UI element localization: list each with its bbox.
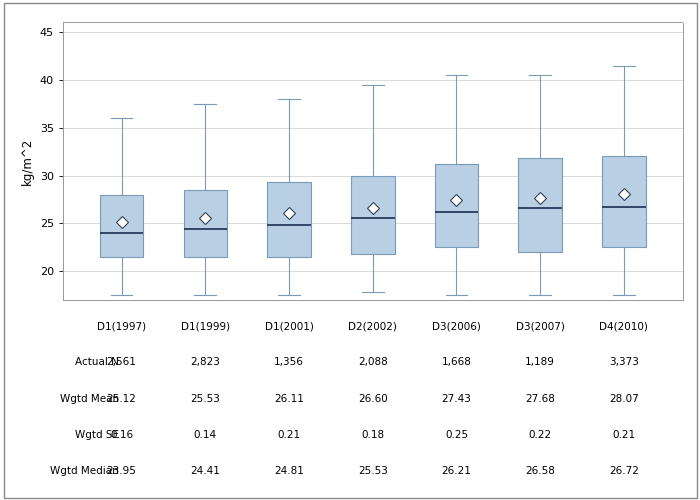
Text: 27.68: 27.68: [525, 394, 555, 404]
Text: 0.21: 0.21: [277, 430, 300, 440]
PathPatch shape: [602, 156, 645, 248]
Text: 27.43: 27.43: [442, 394, 471, 404]
Text: 26.11: 26.11: [274, 394, 304, 404]
PathPatch shape: [351, 176, 395, 254]
Text: D3(2007): D3(2007): [516, 321, 565, 331]
Text: 26.60: 26.60: [358, 394, 388, 404]
Text: D1(1999): D1(1999): [181, 321, 230, 331]
Text: 24.81: 24.81: [274, 466, 304, 476]
Text: 23.95: 23.95: [106, 466, 136, 476]
Text: 3,373: 3,373: [609, 358, 639, 368]
Text: 26.72: 26.72: [609, 466, 639, 476]
Text: 25.12: 25.12: [106, 394, 136, 404]
Text: D2(2002): D2(2002): [349, 321, 397, 331]
Text: 1,668: 1,668: [442, 358, 471, 368]
Text: Wgtd Median: Wgtd Median: [50, 466, 119, 476]
PathPatch shape: [519, 158, 562, 252]
Text: 0.25: 0.25: [445, 430, 468, 440]
Text: 0.14: 0.14: [194, 430, 217, 440]
Y-axis label: kg/m^2: kg/m^2: [21, 138, 34, 185]
Text: D4(2010): D4(2010): [599, 321, 648, 331]
Text: 2,088: 2,088: [358, 358, 388, 368]
Text: D1(1997): D1(1997): [97, 321, 146, 331]
Text: 26.21: 26.21: [442, 466, 471, 476]
Text: 0.18: 0.18: [361, 430, 384, 440]
PathPatch shape: [183, 190, 227, 257]
Text: D1(2001): D1(2001): [265, 321, 314, 331]
Text: 0.21: 0.21: [612, 430, 636, 440]
Text: Actual N: Actual N: [75, 358, 119, 368]
Text: 0.22: 0.22: [528, 430, 552, 440]
Text: 28.07: 28.07: [609, 394, 639, 404]
PathPatch shape: [435, 164, 478, 248]
PathPatch shape: [267, 182, 311, 257]
Text: 26.58: 26.58: [525, 466, 555, 476]
Text: 25.53: 25.53: [190, 394, 220, 404]
Text: 2,561: 2,561: [106, 358, 136, 368]
Text: 2,823: 2,823: [190, 358, 220, 368]
PathPatch shape: [100, 194, 144, 257]
Text: 0.16: 0.16: [110, 430, 133, 440]
Text: Wgtd Mean: Wgtd Mean: [60, 394, 119, 404]
Text: 1,356: 1,356: [274, 358, 304, 368]
Text: 24.41: 24.41: [190, 466, 220, 476]
Text: 25.53: 25.53: [358, 466, 388, 476]
Text: D3(2006): D3(2006): [432, 321, 481, 331]
Text: 1,189: 1,189: [525, 358, 555, 368]
Text: Wgtd SE: Wgtd SE: [75, 430, 119, 440]
